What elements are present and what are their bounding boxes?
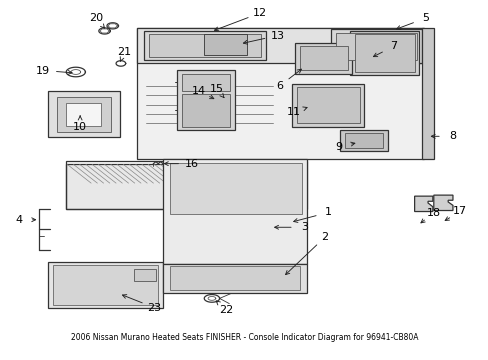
Text: 13: 13: [270, 31, 284, 41]
Text: 9: 9: [335, 142, 342, 152]
Polygon shape: [53, 265, 158, 305]
Polygon shape: [433, 195, 452, 211]
Polygon shape: [182, 74, 230, 91]
Text: 7: 7: [389, 41, 396, 51]
Text: 5: 5: [421, 13, 428, 23]
Text: 18: 18: [426, 208, 440, 218]
Polygon shape: [163, 159, 306, 264]
Polygon shape: [57, 96, 111, 132]
Polygon shape: [148, 34, 261, 57]
Text: 11: 11: [286, 107, 300, 117]
Text: 21: 21: [117, 47, 131, 57]
Text: 14: 14: [191, 86, 205, 96]
Polygon shape: [294, 43, 351, 74]
Polygon shape: [66, 103, 101, 126]
Polygon shape: [340, 130, 387, 150]
Polygon shape: [48, 262, 163, 308]
Polygon shape: [330, 29, 421, 63]
Text: 4: 4: [16, 215, 23, 225]
Text: 2006 Nissan Murano Heated Seats FINISHER - Console Indicator Diagram for 96941-C: 2006 Nissan Murano Heated Seats FINISHER…: [71, 333, 417, 342]
Polygon shape: [345, 133, 383, 148]
Polygon shape: [297, 87, 359, 123]
Polygon shape: [335, 33, 416, 60]
Polygon shape: [48, 91, 120, 137]
Polygon shape: [421, 28, 433, 159]
Text: 23: 23: [147, 302, 161, 312]
Polygon shape: [349, 31, 419, 76]
Text: 8: 8: [448, 131, 455, 141]
Text: 3: 3: [300, 222, 307, 232]
Text: 19: 19: [36, 66, 50, 76]
Polygon shape: [299, 46, 347, 70]
Text: 17: 17: [452, 206, 466, 216]
Text: 12: 12: [252, 8, 266, 18]
Text: 2: 2: [321, 232, 328, 242]
Polygon shape: [170, 266, 299, 290]
Text: 15: 15: [209, 84, 223, 94]
Polygon shape: [414, 196, 432, 212]
Text: 6: 6: [275, 81, 283, 91]
Text: 1: 1: [325, 207, 331, 217]
Polygon shape: [137, 28, 424, 63]
Polygon shape: [66, 164, 182, 209]
Polygon shape: [143, 31, 265, 60]
Polygon shape: [137, 28, 424, 159]
Polygon shape: [292, 84, 364, 127]
Polygon shape: [170, 163, 302, 214]
Polygon shape: [163, 264, 306, 293]
Text: 16: 16: [184, 159, 199, 168]
Text: 20: 20: [89, 13, 103, 23]
Polygon shape: [182, 94, 230, 127]
Text: 10: 10: [73, 122, 87, 132]
Polygon shape: [354, 34, 414, 72]
Polygon shape: [134, 269, 156, 281]
Polygon shape: [203, 34, 246, 55]
Text: 22: 22: [219, 305, 233, 315]
Polygon shape: [177, 70, 234, 130]
